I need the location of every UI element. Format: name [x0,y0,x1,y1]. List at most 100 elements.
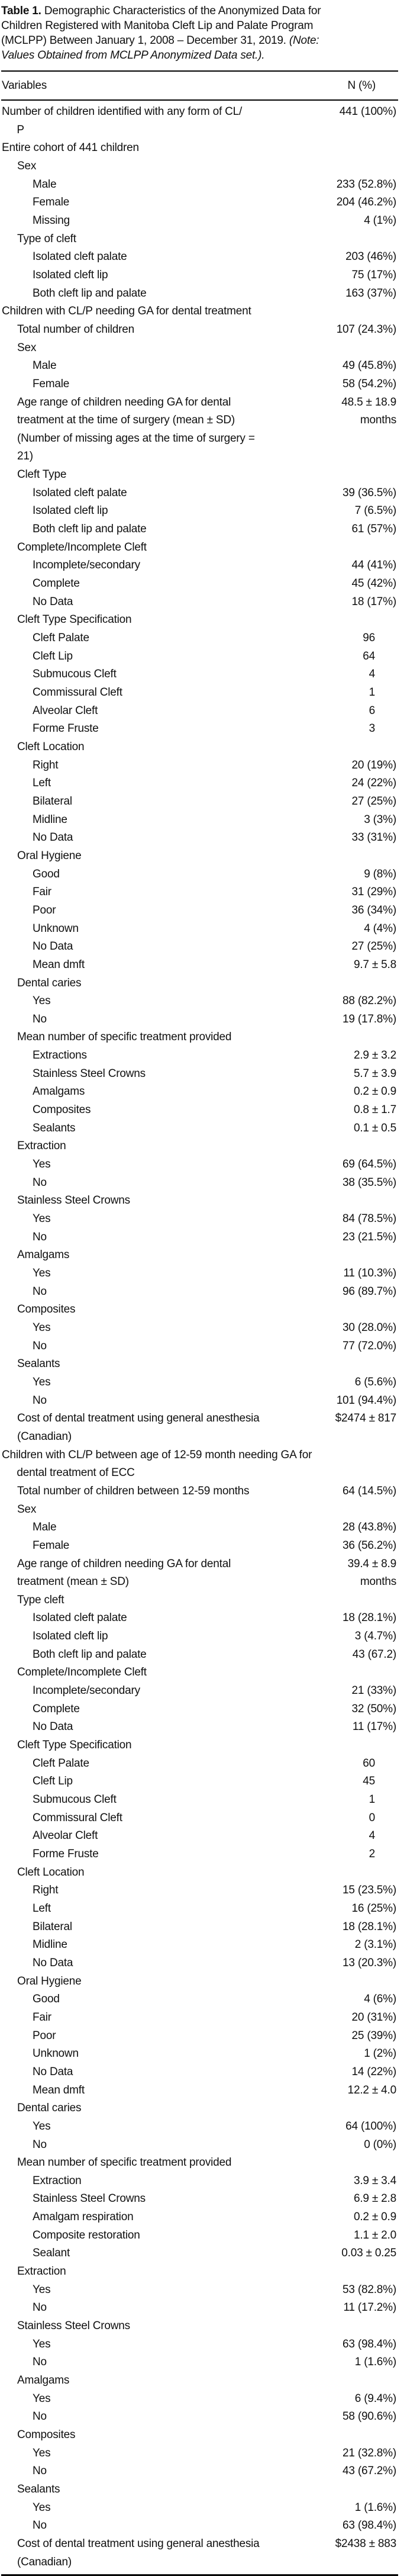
row-value: 0.8 ± 1.7 [353,1104,396,1117]
row-value: 233 (52.8%) [336,178,397,191]
row-value: 63 (98.4%) [343,2519,396,2532]
table-row: Cleft Lip 64 [1,648,398,666]
table-row: Cleft Location [1,738,398,757]
row-label: Both cleft lip and palate [33,523,147,536]
table-caption: Table 1. Demographic Characteristics of … [1,4,407,63]
caption-line-3: (MCLPP) Between January 1, 2008 – Decemb… [1,33,405,48]
table-row: Oral Hygiene [1,847,398,866]
row-label: Midline [33,813,67,826]
row-value: 24 (22%) [351,777,397,790]
row-value: 13 (20.3%) [343,1956,396,1969]
row-value: 84 (78.5%) [343,1213,396,1226]
table-header: Variables N (%) [1,72,398,101]
row-label: Yes [33,2337,51,2350]
row-label: Isolated cleft lip [33,504,108,517]
demographics-table: Variables N (%) Number of children ident… [1,70,398,2576]
table-row: Sex [1,339,398,358]
table-row: Age range of children needing GA for den… [1,1555,398,1591]
table-row: Dental caries [1,2099,398,2118]
table-row: Cleft Palate 60 [1,1755,398,1773]
table-row: Sex [1,157,398,176]
table-row: Incomplete/secondary 21 (33%) [1,1682,398,1700]
row-value: 7 (6.5%) [354,504,396,517]
row-value: 31 (29%) [351,886,397,899]
table-row: Bilateral 18 (28.1%) [1,1918,398,1937]
table-row: Forme Fruste 3 [1,720,398,738]
table-row: Sealant 0.03 ± 0.25 [1,2244,398,2263]
column-header-variables: Variables [2,79,47,92]
row-label: Male [33,178,57,191]
row-label: Submucous Cleft [33,1793,117,1806]
row-label: Good [33,867,60,880]
row-label: Mean number of specific treatment provid… [17,2156,232,2169]
table-row: Forme Fruste 2 [1,1845,398,1864]
row-label: Mean number of specific treatment provid… [17,1031,232,1044]
table-row: Isolated cleft lip 75 (17%) [1,266,398,285]
row-label: Mean dmft [33,958,85,971]
table-row: Commissural Cleft 0 [1,1809,398,1828]
row-value: 58 (54.2%) [343,377,396,390]
table-row: Unknown 1 (2%) [1,2045,398,2063]
row-label: No [33,1176,47,1189]
table-row: No Data 14 (22%) [1,2063,398,2082]
table-row: Fair 31 (29%) [1,883,398,902]
row-label: Right [33,1884,59,1897]
row-label: Stainless Steel Crowns [33,1067,146,1080]
row-value: 21 (33%) [351,1684,397,1697]
row-value: 4 (6%) [364,1993,396,2006]
row-label: Mean dmft [33,2083,85,2096]
row-label: No [33,1339,47,1352]
table-row: Oral Hygiene [1,1973,398,1991]
table-row: Submucous Cleft 4 [1,665,398,684]
row-value: 36 (56.2%) [343,1539,396,1552]
table-row: Type of cleft [1,230,398,249]
table-row: No 11 (17.2%) [1,2299,398,2317]
row-value: 0 [369,1811,376,1824]
row-value: 25 (39%) [351,2029,397,2042]
table-row: Commissural Cleft 1 [1,684,398,702]
table-row: Both cleft lip and palate 61 (57%) [1,520,398,539]
table-row: Yes 53 (82.8%) [1,2281,398,2300]
row-value: 45 (42%) [351,577,397,590]
row-label: Bilateral [33,1920,72,1933]
row-label: Stainless Steel Crowns [17,1194,130,1207]
table-row: No 63 (98.4%) [1,2517,398,2535]
table-row: Unknown 4 (4%) [1,920,398,938]
row-label: Stainless Steel Crowns [33,2192,146,2205]
row-value: 44 (41%) [351,559,397,572]
row-value: 19 (17.8%) [343,1012,396,1025]
table-row: Complete/Incomplete Cleft [1,1664,398,1682]
row-value: 45 [363,1775,375,1788]
row-value: $2474 ± 817 [335,1412,397,1425]
row-value: 88 (82.2%) [343,995,396,1008]
row-label: Extractions [33,1049,87,1062]
row-value: 2.9 ± 3.2 [353,1049,396,1062]
table-row: Fair 20 (31%) [1,2009,398,2027]
row-value: 163 (37%) [345,287,396,300]
row-value: 61 (57%) [351,523,397,536]
row-label: Yes [33,1213,51,1226]
row-label: Fair [33,2011,51,2024]
row-value: 11 (17.2%) [343,2301,396,2314]
row-label: Submucous Cleft [33,668,117,681]
row-value: $2438 ± 883 [335,2537,397,2550]
row-label: Cleft Type Specification [17,1739,132,1752]
row-label: Number of children identified with any f… [2,105,243,136]
table-row: Amalgams [1,2372,398,2390]
table-row: Sex [1,1501,398,1519]
row-value: 48.5 ± 18.9 months [341,395,396,427]
row-value: 1 [369,686,376,699]
table-row: Cleft Type Specification [1,1736,398,1755]
table-row: No 19 (17.8%) [1,1011,398,1029]
table-row: Isolated cleft lip 3 (4.7%) [1,1628,398,1646]
row-label: Fair [33,886,51,899]
row-label: Female [33,1539,70,1552]
row-label: Cost of dental treatment using general a… [17,2537,260,2568]
row-label: Alveolar Cleft [33,704,98,717]
row-label: Forme Fruste [33,1848,99,1860]
row-value: 43 (67.2%) [343,2465,396,2478]
row-label: Age range of children needing GA for den… [17,1557,231,1588]
table-row: Sealants [1,2481,398,2499]
row-value: 23 (21.5%) [343,1230,396,1243]
row-value: 33 (31%) [351,831,397,844]
